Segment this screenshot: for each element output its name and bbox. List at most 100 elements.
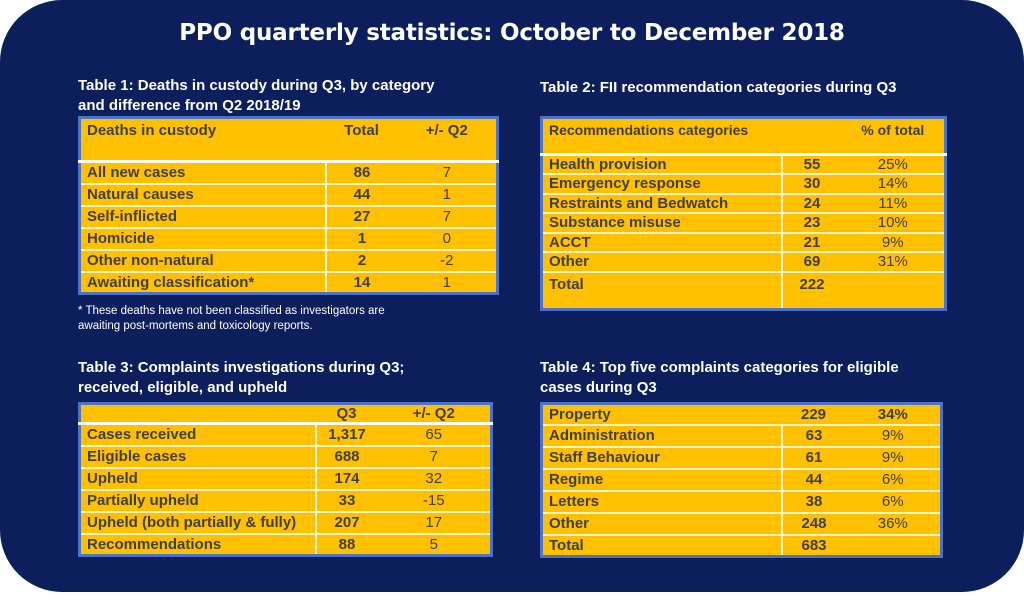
table-row: Homicide 1 0: [79, 226, 498, 250]
count-value: 248: [780, 511, 846, 535]
row-label: Homicide: [79, 226, 326, 250]
total-value: 27: [324, 204, 398, 228]
category-label: Emergency response: [541, 173, 782, 194]
diff-q2-value: +/- Q2: [377, 402, 492, 425]
diff-q2-value: 5: [377, 532, 492, 556]
count-value: 69: [780, 251, 842, 272]
percent-value: 10%: [841, 212, 946, 233]
caption-line: received, eligible, and upheld: [78, 379, 288, 396]
category-label: Property: [541, 402, 782, 425]
category-label: Recommendations categories: [541, 116, 782, 156]
total-value: Total: [325, 116, 398, 163]
table-row: Other 69 31%: [541, 251, 946, 272]
percent-value: 9%: [841, 231, 946, 252]
total-value: 86: [324, 160, 398, 184]
row-label: Recommendations: [79, 532, 316, 556]
table-row: ACCT 21 9%: [541, 231, 946, 252]
q3-value: 688: [314, 444, 378, 468]
row-label: Partially upheld: [79, 488, 316, 512]
count-value: 55: [780, 153, 842, 174]
table-row: Emergency response 30 14%: [541, 173, 946, 194]
row-label: [79, 402, 316, 425]
row-label: Upheld: [79, 466, 316, 490]
count-value: 23: [780, 212, 842, 233]
diff-q2-value: 1: [397, 270, 498, 294]
q3-value: 33: [314, 488, 378, 512]
q3-value: 88: [314, 532, 378, 556]
table-row: Other non-natural 2 -2: [79, 248, 498, 272]
row-label: Deaths in custody: [79, 116, 326, 163]
q3-value: 1,317: [314, 422, 378, 446]
table-row: Natural causes 44 1: [79, 182, 498, 206]
caption-line: Table 3: Complaints investigations durin…: [78, 359, 405, 376]
table1-deaths-in-custody: Deaths in custody Total +/- Q2 All new case…: [78, 116, 499, 295]
row-label: Cases received: [79, 422, 316, 446]
page-title: PPO quarterly statistics: October to Dec…: [179, 20, 845, 46]
row-label: All new cases: [79, 160, 326, 184]
percent-value: 9%: [845, 445, 942, 469]
category-label: Restraints and Bedwatch: [541, 192, 782, 213]
percent-value: 6%: [845, 489, 942, 513]
caption-line: Table 4: Top five complaints categories …: [540, 359, 899, 376]
count-value: 30: [780, 173, 842, 194]
diff-q2-value: -2: [397, 248, 498, 272]
category-label: Health provision: [541, 153, 782, 174]
diff-q2-value: 7: [397, 160, 498, 184]
table4-complaints-categories: Property 229 34% Administration 63 9% Staff Be…: [540, 402, 943, 558]
table2-fii-recommendations: Recommendations categories% of total Heal…: [540, 116, 947, 311]
table1-caption: Table 1: Deaths in custody during Q3, by…: [78, 76, 434, 116]
table-header: Recommendations categories % of total: [541, 116, 946, 156]
percent-value: 25%: [841, 153, 946, 174]
caption-line: and difference from Q2 2018/19: [78, 97, 301, 114]
table-row: Self-inflicted 27 7: [79, 204, 498, 228]
table-row: Upheld (both partially & fully) 207 17: [79, 510, 492, 534]
percent-value: 31%: [841, 251, 946, 272]
diff-q2-value: 0: [397, 226, 498, 250]
table-row: Other 248 36%: [541, 511, 942, 535]
count-value: 222: [780, 270, 842, 310]
table-row: Health provision 55 25%: [541, 153, 946, 174]
table-row: Recommendations 88 5: [79, 532, 492, 556]
total-value: 2: [324, 248, 398, 272]
row-label: Awaiting classification*: [79, 270, 326, 294]
category-label: Staff Behaviour: [541, 445, 782, 469]
row-label: Upheld (both partially & fully): [79, 510, 316, 534]
count-value: 24: [780, 192, 842, 213]
table-header: Deaths in custody Total +/- Q2: [79, 116, 498, 163]
category-label: Total: [541, 533, 782, 557]
table-row: Letters 38 6%: [541, 489, 942, 513]
caption-line: Table 1: Deaths in custody during Q3, by…: [78, 77, 435, 94]
percent-value: 11%: [841, 192, 946, 213]
table2-caption: Table 2: FII recommendation categories d…: [540, 78, 896, 98]
percent-value: [841, 270, 946, 310]
row-label: Self-inflicted: [79, 204, 326, 228]
table-row: Upheld 174 32: [79, 466, 492, 490]
category-label: Letters: [541, 489, 782, 513]
table-row: Substance misuse 23 10%: [541, 212, 946, 233]
table-row: Total 222: [541, 270, 946, 310]
count-value: 229: [781, 402, 846, 425]
q3-value: 174: [314, 466, 378, 490]
table4-caption: Table 4: Top five complaints categories …: [540, 358, 899, 398]
diff-q2-value: 17: [377, 510, 492, 534]
table-row: Restraints and Bedwatch 24 11%: [541, 192, 946, 213]
category-label: Administration: [541, 423, 782, 447]
footnote-line: awaiting post-mortems and toxicology rep…: [78, 320, 313, 332]
percent-value: % of total: [841, 116, 946, 156]
table-row: Cases received 1,317 65: [79, 422, 492, 446]
category-label: Substance misuse: [541, 212, 782, 233]
count-value: 38: [780, 489, 846, 513]
total-value: 1: [324, 226, 398, 250]
diff-q2-value: -15: [377, 488, 492, 512]
diff-q2-value: 32: [377, 466, 492, 490]
count-value: 683: [780, 533, 846, 557]
total-value: 14: [324, 270, 398, 294]
table-row: Partially upheld 33 -15: [79, 488, 492, 512]
table-row: All new cases 86 7: [79, 160, 498, 184]
count-value: 44: [780, 467, 846, 491]
count-value: 63: [780, 423, 846, 447]
table-row-top: Property 229 34%: [541, 402, 942, 425]
caption-line: cases during Q3: [540, 379, 657, 396]
category-label: Regime: [541, 467, 782, 491]
percent-value: 34%: [845, 402, 942, 425]
